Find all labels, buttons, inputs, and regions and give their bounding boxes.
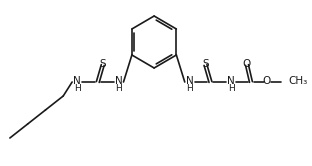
Text: N: N: [115, 76, 122, 86]
Text: N: N: [73, 76, 81, 86]
Text: CH₃: CH₃: [289, 76, 308, 86]
Text: O: O: [243, 59, 251, 69]
Text: H: H: [228, 83, 235, 92]
Text: O: O: [263, 76, 271, 86]
Text: S: S: [202, 59, 209, 69]
Text: H: H: [186, 83, 193, 92]
Text: H: H: [74, 83, 80, 92]
Text: H: H: [115, 83, 122, 92]
Text: N: N: [227, 76, 235, 86]
Text: N: N: [186, 76, 193, 86]
Text: S: S: [100, 59, 106, 69]
